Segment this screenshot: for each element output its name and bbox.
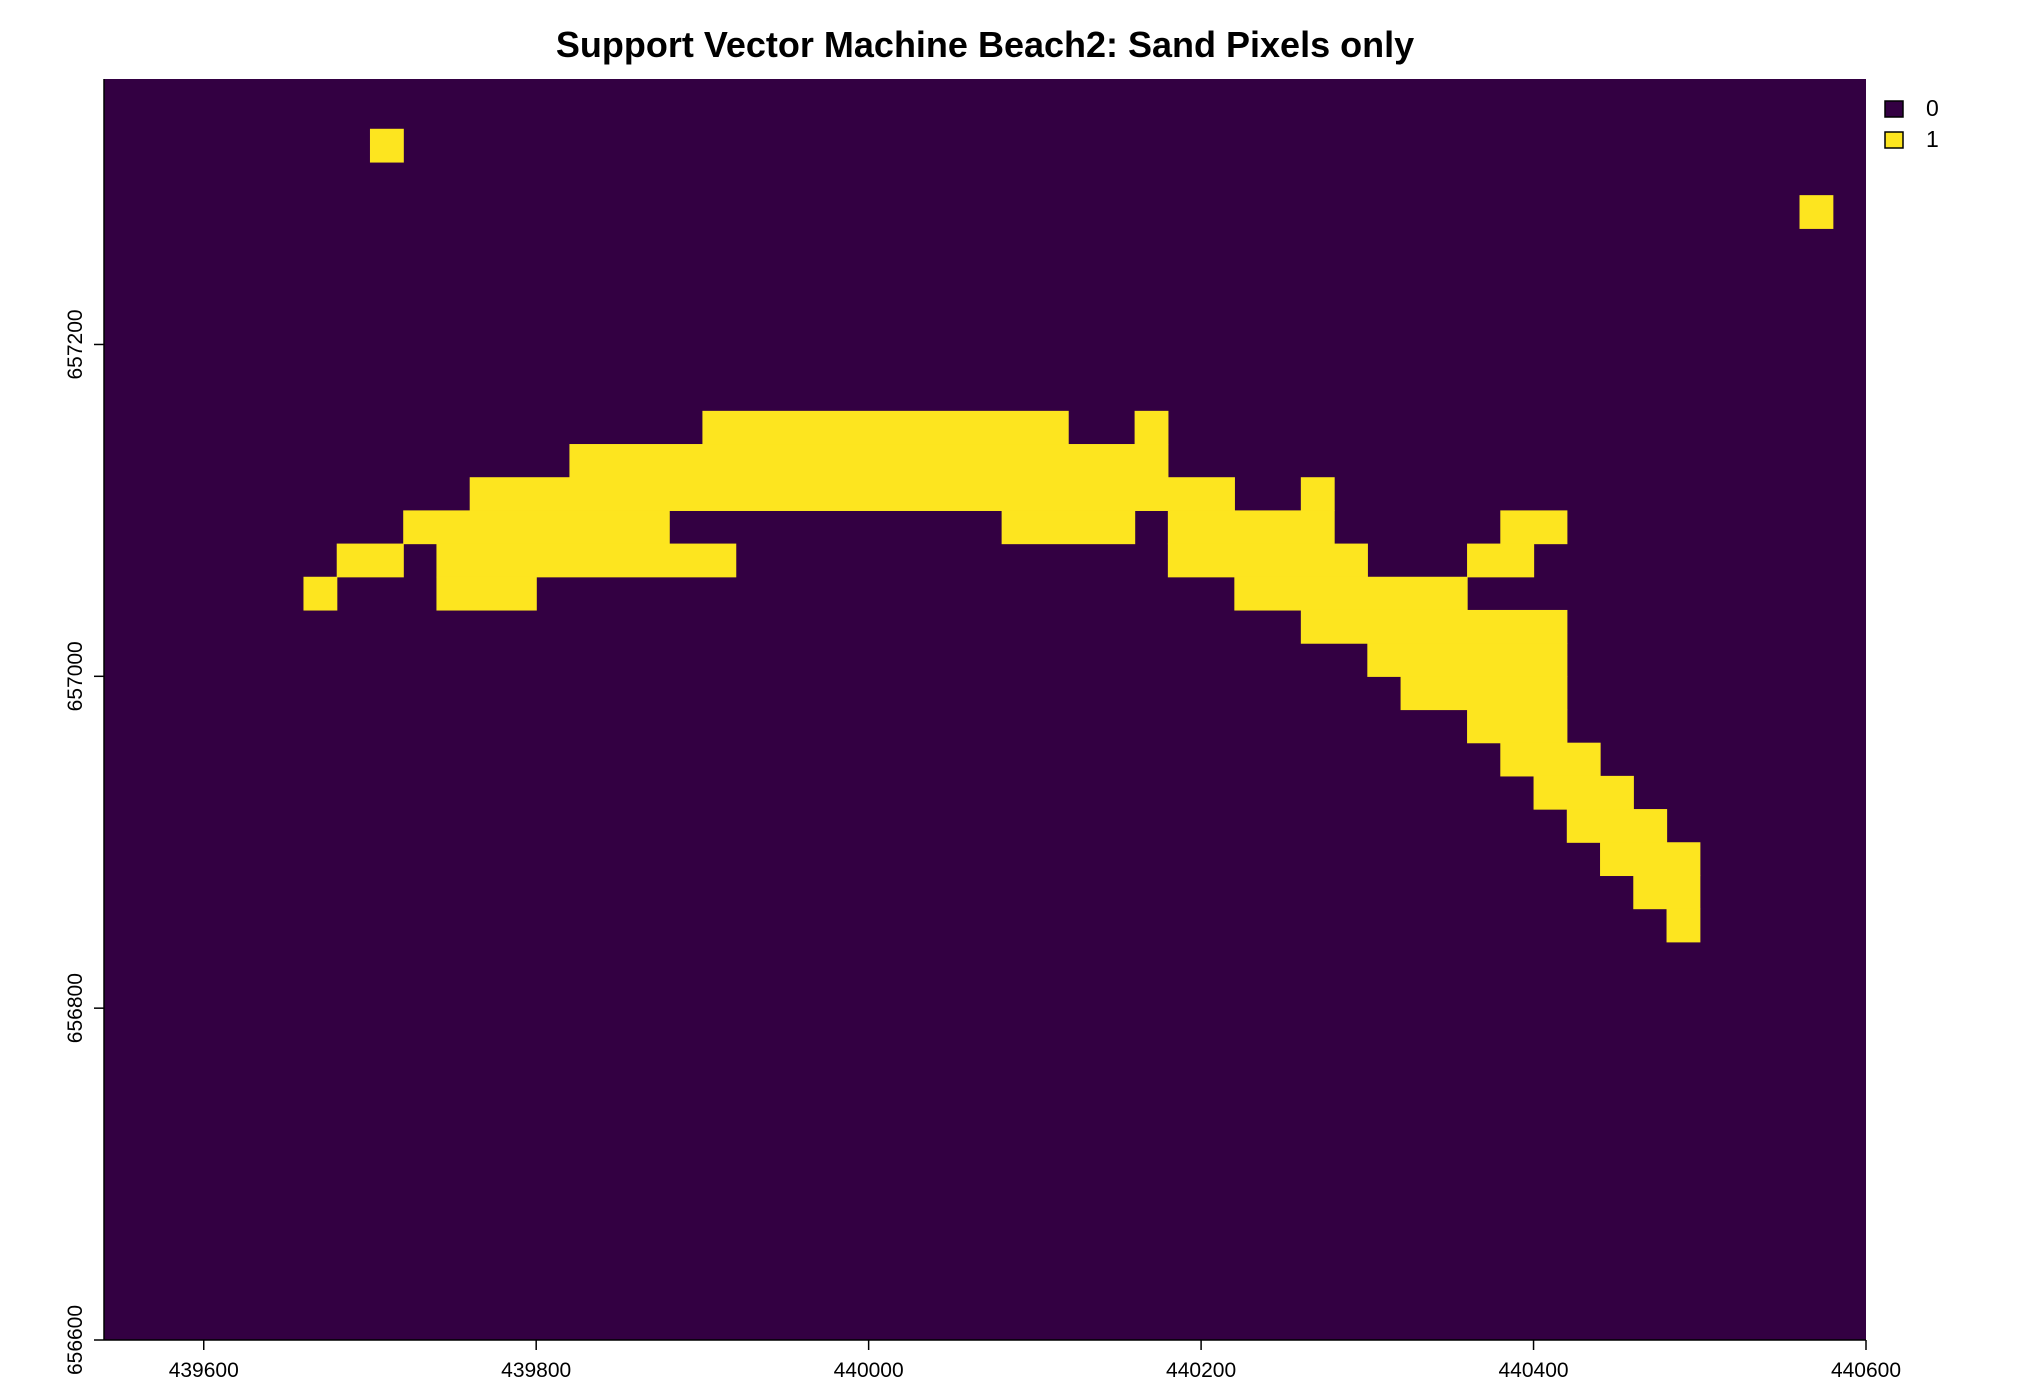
sand-cell-run [1001,510,1136,545]
x-tick-label: 439800 [501,1359,571,1382]
plot-area [104,79,1866,1340]
y-tick-label: 656800 [64,973,87,1043]
sand-cell-run [436,543,737,578]
sand-cell-run [1167,543,1368,578]
sand-cell-run [403,510,670,545]
sand-cell-run [1134,410,1169,445]
chart-title: Support Vector Machine Beach2: Sand Pixe… [556,24,1414,65]
sand-cell-run [1666,908,1701,943]
sand-cell-run [469,477,1235,511]
sand-cell-run [1500,742,1601,777]
y-tick-label: 656600 [64,1305,87,1375]
sand-cell-run [702,410,1069,445]
x-tick-label: 440600 [1831,1359,1901,1382]
x-tick-label: 439600 [169,1359,239,1382]
x-tick-label: 440000 [834,1359,904,1382]
sand-cell-run [1633,875,1701,910]
sand-cell-run [1234,576,1468,611]
y-axis: 656600 656800 657000 657200 [64,79,105,1375]
legend-label: 1 [1926,126,1939,152]
sand-cell-run [1167,510,1335,545]
sand-cell-run [369,128,404,163]
sand-cell-run [1566,809,1668,843]
sand-cell-run [1500,510,1568,545]
legend: 01 [1884,95,1939,152]
legend-swatch [1884,131,1904,149]
sand-cell-run [1300,609,1568,644]
legend-label: 0 [1926,95,1939,121]
x-tick-label: 440400 [1499,1359,1569,1382]
x-tick-label: 440200 [1166,1359,1236,1382]
sand-cell-run [1400,676,1568,711]
y-tick-label: 657000 [64,641,87,711]
sand-cell-run [1467,543,1535,578]
legend-swatch [1884,100,1904,118]
sand-cell-run [336,543,404,578]
sand-cell-run [1467,709,1568,744]
sand-cell-run [569,444,1169,478]
x-axis: 439600 439800 440000 440200 440400 440600 [104,1339,1901,1382]
raster-background [104,79,1866,1340]
y-tick-label: 657200 [64,309,87,379]
sand-cell-run [1799,195,1834,229]
sand-cell-run [1367,643,1568,677]
sand-cell-run [303,576,338,611]
sand-cell-run [436,576,537,611]
sand-cell-run [1300,477,1335,511]
sand-cell-run [1533,775,1634,810]
sand-cell-run [1600,842,1701,877]
